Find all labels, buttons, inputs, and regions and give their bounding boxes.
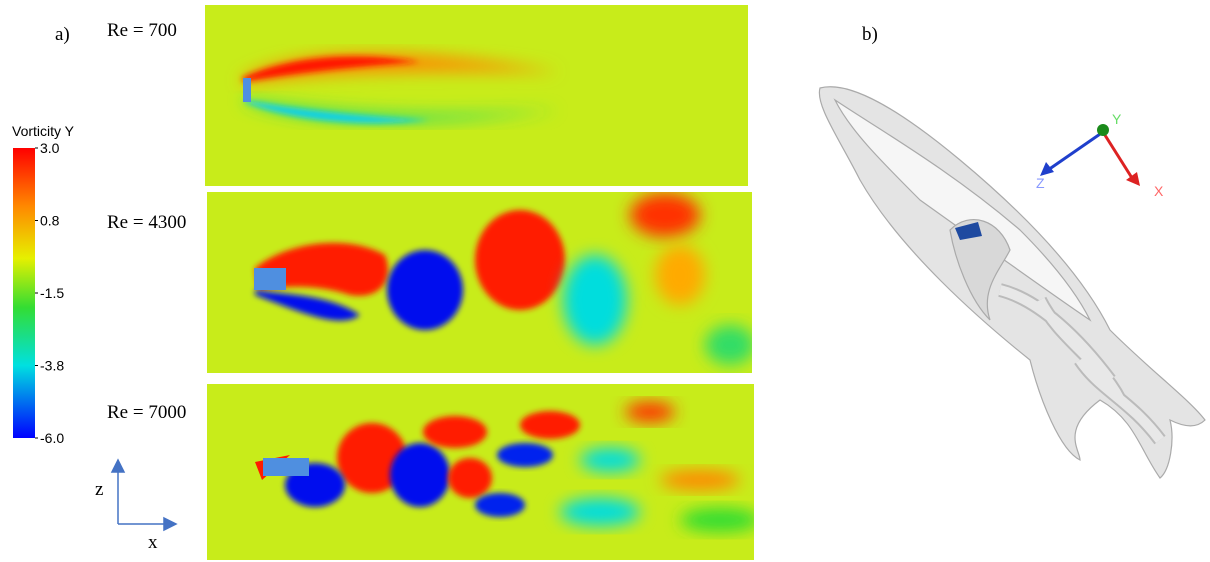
axis-indicator xyxy=(112,460,176,530)
vorticity-field xyxy=(207,384,760,560)
colorbar-tick-label: -6.0 xyxy=(40,430,64,446)
axis-label: Z xyxy=(1036,175,1045,191)
axis-label: z xyxy=(95,479,103,500)
axis-label: x xyxy=(148,532,158,553)
panel-label: b) xyxy=(862,24,878,45)
colorbar-tick-label: 3.0 xyxy=(40,140,60,156)
axis-label: X xyxy=(1154,183,1164,199)
colorbar xyxy=(13,148,35,438)
panel-label: a) xyxy=(55,24,70,45)
colorbar-tick-label: 0.8 xyxy=(40,213,60,229)
colorbar-tick-label: -1.5 xyxy=(40,285,64,301)
plot-label: Re = 7000 xyxy=(107,402,186,423)
plot-label: Re = 700 xyxy=(107,20,177,41)
colorbar-ticks: 3.0 0.8 -1.5 -3.8 -6.0 xyxy=(35,140,64,446)
axis-triad xyxy=(1040,124,1140,186)
isosurface xyxy=(819,87,1205,478)
figure: a) b) Vorticity Y 3.0 0.8 -1.5 -3.8 -6.0 Re … xyxy=(0,0,1210,562)
colorbar-tick-label: -3.8 xyxy=(40,358,64,374)
axis-label: Y xyxy=(1112,111,1122,127)
vorticity-field xyxy=(205,5,748,186)
vorticity-field xyxy=(207,192,755,373)
plot-label: Re = 4300 xyxy=(107,212,186,233)
colorbar-title: Vorticity Y xyxy=(12,123,75,139)
